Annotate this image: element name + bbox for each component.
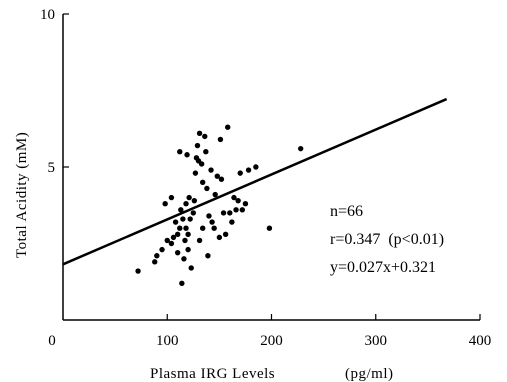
data-point	[196, 237, 203, 244]
data-point	[152, 259, 158, 265]
data-point	[164, 237, 170, 244]
data-point	[233, 207, 239, 213]
x-axis-unit: (pg/ml)	[345, 366, 394, 382]
data-points	[135, 124, 304, 286]
data-point	[188, 265, 194, 271]
data-point	[187, 216, 193, 222]
data-point	[184, 152, 190, 158]
data-point	[178, 207, 184, 213]
data-point	[217, 136, 224, 143]
data-point	[190, 210, 197, 216]
data-point	[218, 176, 225, 182]
data-point	[253, 164, 259, 170]
data-point	[194, 142, 201, 149]
data-point	[208, 167, 214, 173]
data-point	[174, 231, 181, 238]
data-point	[266, 225, 273, 231]
data-point	[220, 210, 227, 216]
data-point	[205, 253, 211, 259]
y-tick-label: 5	[48, 160, 56, 176]
data-point	[154, 253, 160, 259]
data-point	[202, 133, 208, 140]
data-point	[192, 170, 199, 176]
annotation-equation: y=0.027x+0.321	[330, 259, 436, 276]
data-point	[209, 219, 215, 225]
data-point	[297, 145, 304, 152]
data-point	[170, 234, 177, 241]
data-point	[242, 201, 249, 207]
x-tick-label: 300	[365, 333, 388, 349]
data-point	[206, 213, 212, 219]
x-axis-label: Plasma IRG Levels	[150, 366, 275, 382]
data-point	[186, 194, 192, 201]
regression-line	[62, 97, 448, 266]
data-point	[225, 124, 231, 130]
data-point	[177, 149, 183, 155]
data-point	[239, 207, 246, 213]
x-tick-label: 100	[156, 333, 179, 349]
x-ticks: 0 100 200 300 400	[48, 314, 491, 349]
data-point	[235, 197, 241, 204]
data-point	[172, 219, 179, 225]
x-tick-label: 400	[469, 333, 492, 349]
data-point	[174, 249, 181, 256]
data-point	[245, 167, 252, 173]
data-point	[198, 161, 205, 167]
data-point	[135, 268, 141, 274]
data-point	[212, 191, 218, 198]
data-point	[182, 237, 188, 244]
data-point	[181, 256, 187, 262]
data-point	[183, 225, 189, 231]
annotation-r: r=0.347 (p<0.01)	[330, 231, 444, 248]
y-ticks: 5 10	[40, 7, 69, 176]
x-tick-label: 200	[260, 333, 283, 349]
data-point	[231, 194, 237, 201]
data-point	[222, 231, 229, 238]
data-point	[199, 225, 206, 231]
data-point	[227, 210, 233, 216]
y-tick-label: 10	[40, 7, 55, 23]
data-point	[229, 219, 235, 225]
data-point	[185, 231, 191, 238]
data-point	[237, 170, 243, 176]
data-point	[179, 280, 185, 286]
data-point	[183, 201, 189, 207]
data-point	[180, 216, 186, 222]
data-point	[196, 130, 203, 137]
data-point	[168, 240, 175, 247]
data-point	[216, 234, 223, 241]
data-point	[162, 201, 168, 207]
data-point	[203, 149, 209, 155]
x-tick-label: 0	[48, 333, 56, 349]
data-point	[191, 197, 198, 204]
data-point	[211, 225, 217, 231]
data-point	[168, 194, 175, 201]
data-point	[177, 225, 183, 231]
data-point	[204, 185, 210, 192]
data-point	[159, 246, 165, 253]
annotation-n: n=66	[330, 203, 363, 220]
y-axis-label: Total Acidity (mM)	[14, 132, 30, 258]
data-point	[214, 173, 220, 179]
data-point	[185, 246, 191, 253]
data-point	[199, 179, 206, 185]
